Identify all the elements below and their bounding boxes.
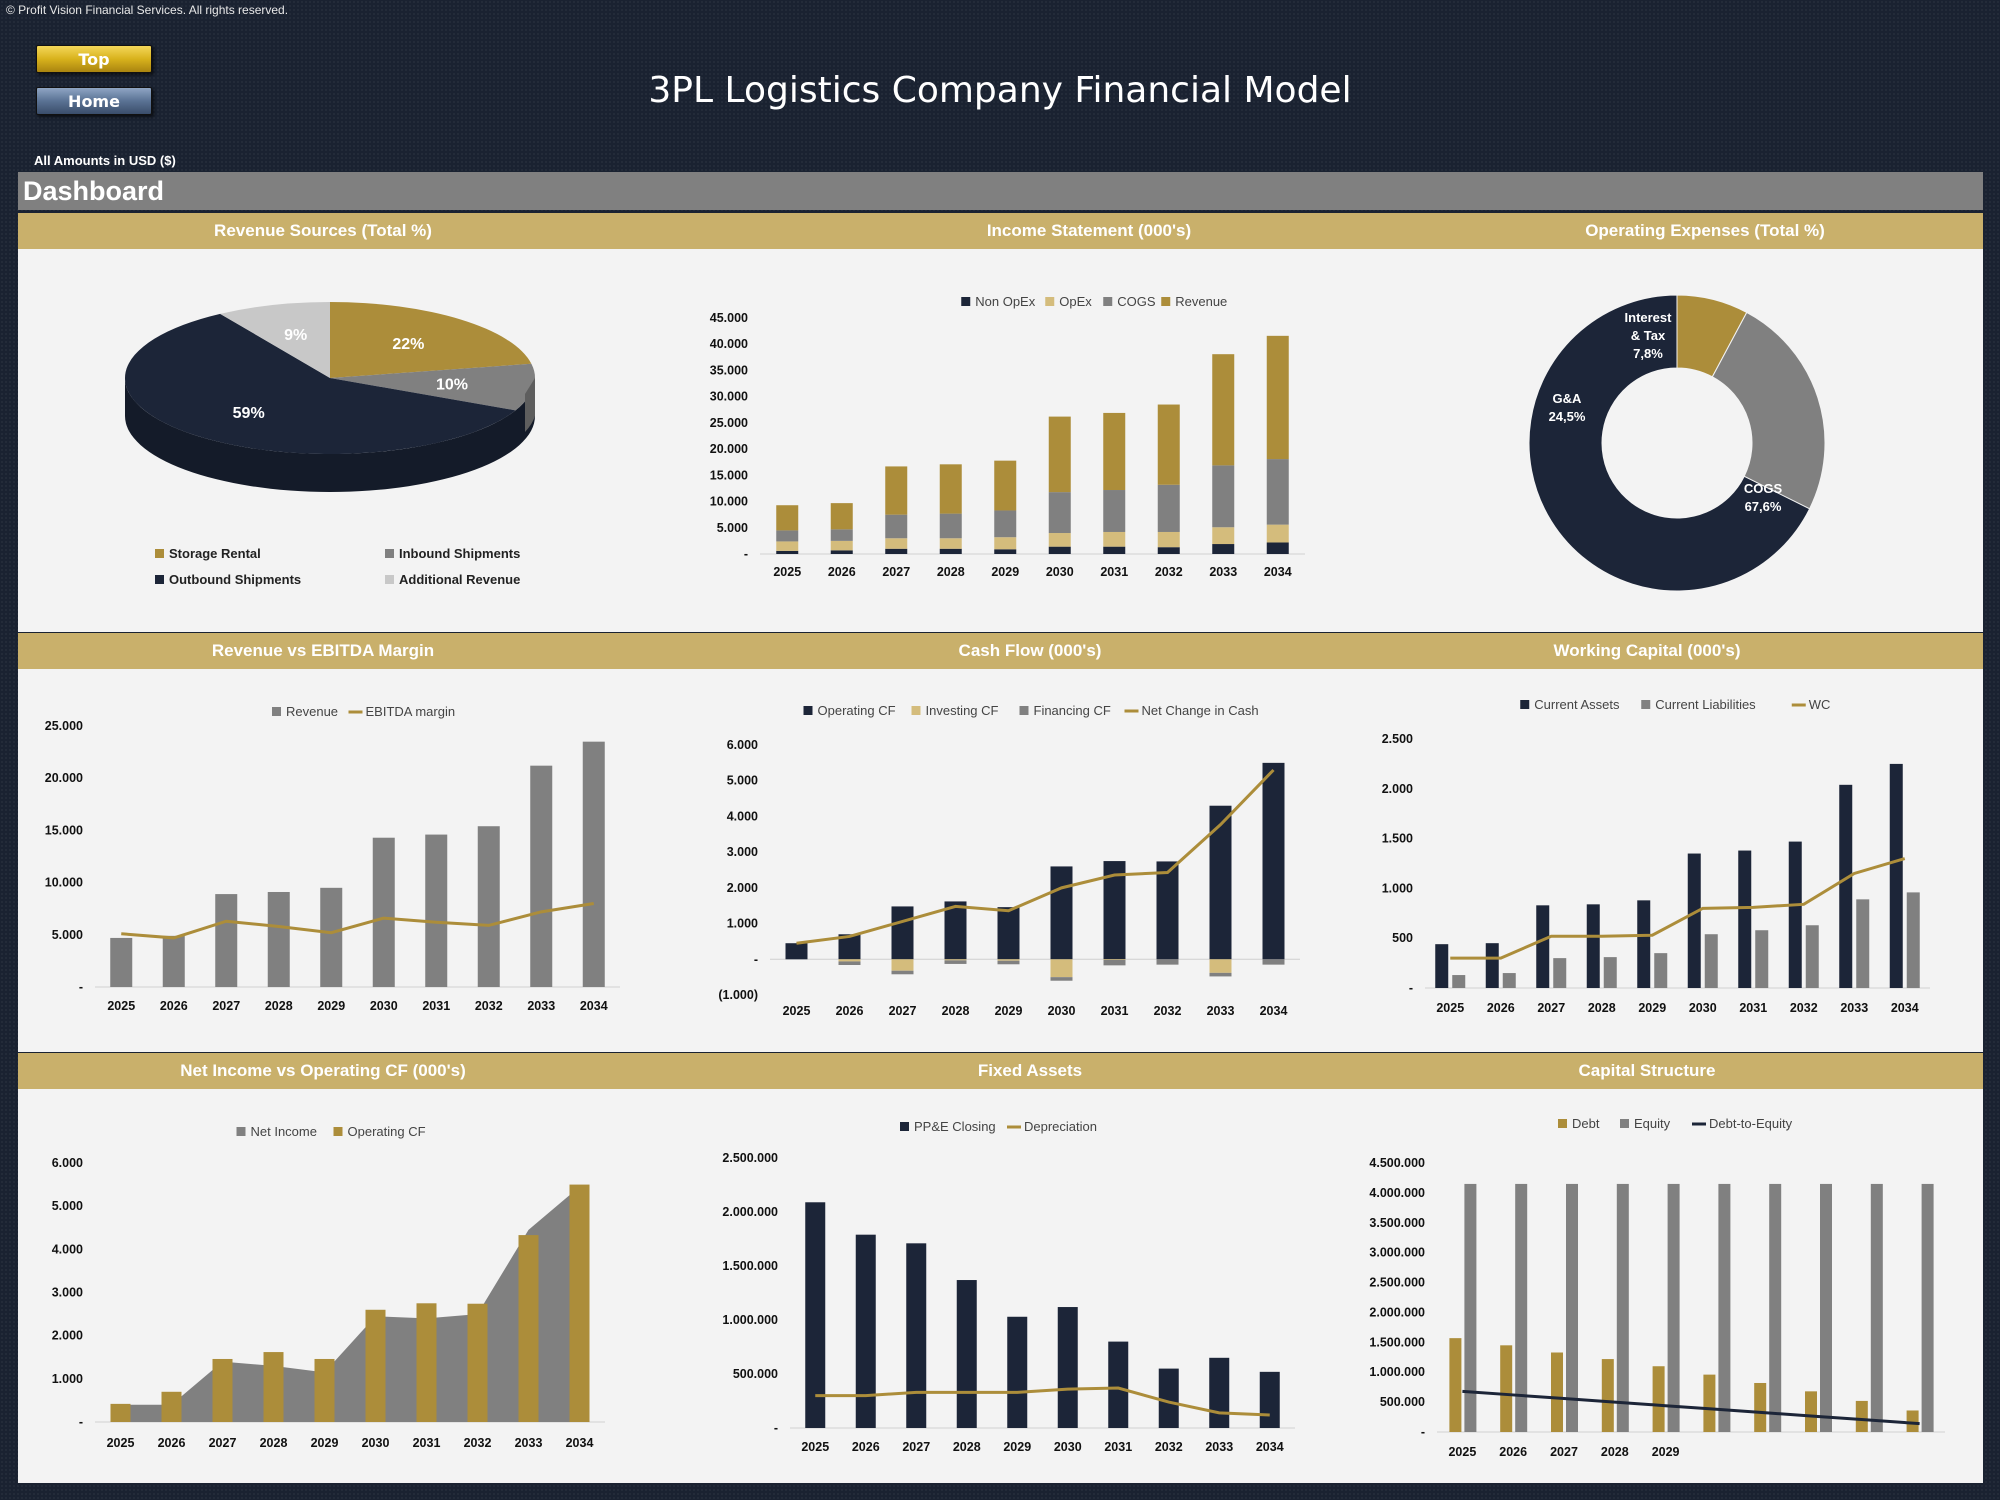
top-button[interactable]: Top (36, 45, 152, 73)
copyright-text: © Profit Vision Financial Services. All … (6, 3, 289, 17)
chart-title-working-capital: Working Capital (000's) (1553, 641, 1741, 660)
chart-panel-row-1 (18, 249, 1983, 632)
page-title: 3PL Logistics Company Financial Model (648, 70, 1352, 111)
header-band-row-2: Revenue vs EBITDA Margin Cash Flow (000'… (18, 633, 1983, 669)
chart-title-operating-expenses: Operating Expenses (Total %) (1585, 221, 1825, 240)
home-button[interactable]: Home (36, 87, 152, 115)
chart-panel-row-2 (18, 669, 1983, 1052)
chart-title-net-income-vs-ocf: Net Income vs Operating CF (000's) (180, 1061, 466, 1080)
chart-title-capital-structure: Capital Structure (1578, 1061, 1716, 1080)
header-band-row-1: Revenue Sources (Total %) Income Stateme… (18, 213, 1983, 249)
chart-title-income-statement: Income Statement (000's) (986, 221, 1192, 240)
chart-title-revenue-sources: Revenue Sources (Total %) (214, 221, 432, 240)
chart-title-revenue-vs-ebitda: Revenue vs EBITDA Margin (211, 641, 435, 660)
currency-note: All Amounts in USD ($) (34, 153, 176, 168)
header-band-row-3: Net Income vs Operating CF (000's) Fixed… (18, 1053, 1983, 1089)
dashboard-section-header: Dashboard (18, 172, 1983, 210)
chart-panel-row-3 (18, 1089, 1983, 1483)
chart-title-fixed-assets: Fixed Assets (977, 1061, 1083, 1080)
chart-title-cash-flow: Cash Flow (000's) (958, 641, 1102, 660)
